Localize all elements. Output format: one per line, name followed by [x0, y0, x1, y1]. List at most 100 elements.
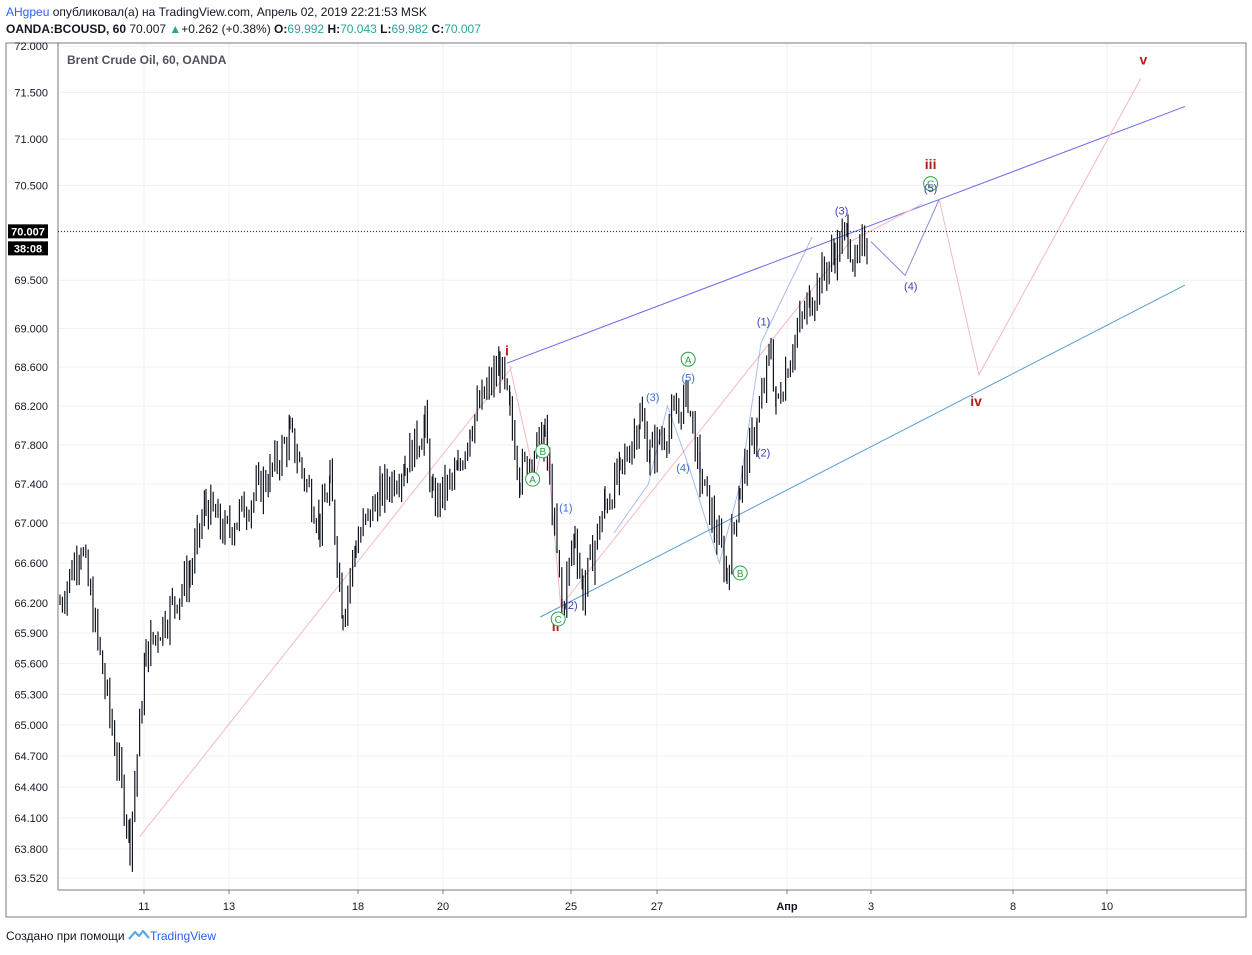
wave-label-a1: A — [529, 475, 536, 486]
wave-label-c2-circle — [923, 176, 939, 192]
x-tick-label: 20 — [437, 901, 449, 913]
y-tick-label: 72.000 — [14, 41, 48, 53]
wave-label-c1-circle — [550, 611, 566, 627]
chart-grid — [58, 43, 1246, 890]
close-value: 70.007 — [444, 22, 481, 36]
wave-label-3a: (3) — [646, 392, 659, 404]
up-arrow-icon: ▲ — [169, 22, 182, 36]
wave-label-2a: (2) — [564, 600, 577, 612]
created-with-text: Создано при помощи — [6, 929, 125, 943]
wave-label-1b: (1) — [757, 317, 770, 329]
close-label: C: — [431, 22, 445, 36]
y-tick-label: 71.500 — [14, 88, 48, 100]
open-label: O: — [274, 22, 288, 36]
wave-label-2b: (2) — [757, 448, 770, 460]
time-axis[interactable]: 11 13 18 20 25 27 Апр 3 8 10 — [138, 890, 1113, 913]
last-price: 70.007 — [129, 22, 167, 36]
x-tick-label: 8 — [1010, 901, 1016, 913]
y-tick-label: 63.800 — [14, 844, 48, 856]
wave-label-iv: iv — [970, 393, 982, 409]
x-tick-label: 25 — [565, 901, 577, 913]
wave-label-c2: C — [927, 180, 934, 191]
wave-label-b1-circle — [535, 443, 551, 459]
y-tick-label: 65.600 — [14, 659, 48, 671]
last-price-tag: 70.007 — [11, 226, 45, 238]
drawings-layer — [139, 78, 1186, 837]
publish-info: опубликовал(а) на TradingView.com, Апрел… — [52, 5, 427, 19]
y-tick-label: 69.000 — [14, 323, 48, 335]
y-tick-label: 68.200 — [14, 401, 48, 413]
tradingview-logo-icon — [128, 929, 150, 940]
wave-label-1a: (1) — [559, 502, 572, 514]
wave-label-i: i — [505, 342, 509, 358]
y-tick-label: 66.600 — [14, 558, 48, 570]
high-value: 70.043 — [340, 22, 377, 36]
chart-title: Brent Crude Oil, 60, OANDA — [67, 53, 227, 67]
high-label: H: — [327, 22, 341, 36]
lower-channel-line — [540, 284, 1186, 618]
y-tick-label: 64.400 — [14, 782, 48, 794]
upper-channel-line — [506, 105, 1186, 364]
symbol-label: OANDA:BCOUSD, 60 — [6, 22, 127, 36]
y-tick-label: 67.000 — [14, 518, 48, 530]
projection-iv-v-path — [938, 78, 1142, 377]
wave-i-path — [139, 366, 513, 837]
x-tick-label: 3 — [868, 901, 874, 913]
y-tick-label: 69.500 — [14, 275, 48, 287]
y-tick-label: 67.400 — [14, 479, 48, 491]
price-axis[interactable]: 72.00071.50071.00070.50070.00069.50069.0… — [14, 41, 48, 885]
y-tick-label: 68.600 — [14, 362, 48, 374]
wave-label-a2: A — [685, 355, 692, 366]
wave-label-5a: (5) — [681, 373, 694, 385]
y-tick-label: 65.000 — [14, 720, 48, 732]
x-tick-label: 27 — [651, 901, 663, 913]
y-tick-label: 65.900 — [14, 628, 48, 640]
y-tick-label: 70.500 — [14, 181, 48, 193]
y-tick-label: 64.700 — [14, 751, 48, 763]
wave-label-c1: C — [555, 615, 562, 626]
x-tick-label: Апр — [776, 901, 798, 913]
x-tick-label: 13 — [223, 901, 235, 913]
subwave-path — [613, 236, 813, 565]
wave-label-iii: iii — [925, 156, 937, 172]
wave-label-b2-circle — [732, 565, 748, 581]
price-line: 70.007 38:08 — [8, 224, 1246, 256]
wave-label-3b: (3) — [835, 205, 848, 217]
countdown-tag-bg — [8, 241, 48, 256]
author-link[interactable]: AHgpeu — [6, 5, 50, 19]
low-value: 69.982 — [391, 22, 429, 36]
open-value: 69.992 — [287, 22, 325, 36]
footer: Создано при помощи TradingView — [6, 928, 216, 944]
wave-label-b1: B — [540, 447, 547, 458]
wave-label-a2-circle — [680, 351, 696, 367]
x-tick-label: 18 — [352, 901, 364, 913]
y-tick-label: 63.520 — [14, 873, 48, 885]
tradingview-link[interactable]: TradingView — [149, 929, 217, 943]
low-label: L: — [380, 22, 392, 36]
y-tick-label: 71.000 — [14, 134, 48, 146]
price-change: +0.262 (+0.38%) — [181, 22, 271, 36]
last-price-tag-bg — [8, 224, 48, 239]
chart-frame — [5, 42, 1247, 918]
wave-iii-path — [562, 203, 923, 604]
x-tick-label: 10 — [1101, 901, 1113, 913]
wave-label-5b: (5) — [924, 183, 937, 195]
y-tick-label: 66.200 — [14, 598, 48, 610]
projection-4-5-path — [870, 199, 940, 277]
y-tick-label: 64.100 — [14, 813, 48, 825]
countdown-tag: 38:08 — [14, 243, 42, 255]
ohlc-line: OANDA:BCOUSD, 60 70.007 ▲+0.262 (+0.38%)… — [6, 21, 1246, 38]
chart-header: AHgpeu опубликовал(а) на TradingView.com… — [6, 4, 1246, 38]
wave-label-b2: B — [737, 569, 744, 580]
x-tick-label: 11 — [138, 901, 149, 913]
candles-layer[interactable] — [59, 214, 868, 872]
wave-label-4b: (4) — [904, 281, 917, 293]
y-tick-label: 65.300 — [14, 689, 48, 701]
wave-label-4a: (4) — [676, 462, 689, 474]
wave-labels: iiiiiiivvABCABC(1)(2)(3)(4)(5)(1)(2)(3)(… — [505, 52, 1147, 634]
wave-label-v: v — [1140, 52, 1148, 68]
wave-label-a1-circle — [525, 471, 541, 487]
publish-line: AHgpeu опубликовал(а) на TradingView.com… — [6, 4, 1246, 21]
y-tick-label: 67.800 — [14, 440, 48, 452]
